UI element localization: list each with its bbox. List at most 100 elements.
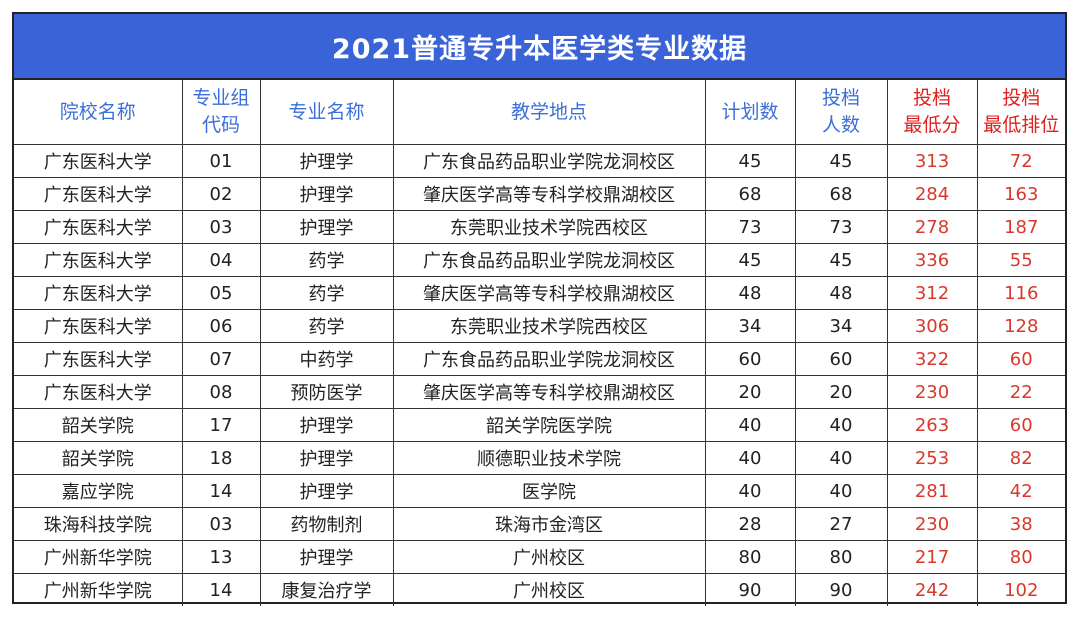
- table-row: 嘉应学院 14 护理学 医学院 40 40 281 42: [14, 474, 1065, 508]
- cell-min-score: 263: [886, 408, 978, 442]
- cell-teaching-location: 广东食品药品职业学院龙洞校区: [392, 144, 706, 178]
- cell-admitted-count: 45: [794, 144, 888, 178]
- cell-admitted-count: 40: [794, 408, 888, 442]
- table-row: 广东医科大学 04 药学 广东食品药品职业学院龙洞校区 45 45 336 55: [14, 243, 1065, 277]
- cell-plan-count: 45: [704, 144, 796, 178]
- cell-school-name: 广东医科大学: [14, 144, 183, 178]
- cell-plan-count: 40: [704, 441, 796, 475]
- cell-group-code: 08: [181, 375, 261, 409]
- cell-admitted-count: 20: [794, 375, 888, 409]
- data-sheet: 2021普通专升本医学类专业数据 院校名称 专业组 代码 专业名称 教学地点 计划…: [12, 12, 1067, 606]
- header-row: 院校名称 专业组 代码 专业名称 教学地点 计划数 投档 人数 投档 最低分 投档 最低…: [14, 80, 1065, 145]
- cell-school-name: 广东医科大学: [14, 177, 183, 211]
- cell-group-code: 17: [181, 408, 261, 442]
- cell-admitted-count: 27: [794, 507, 888, 541]
- cell-min-rank: 42: [976, 474, 1065, 508]
- cell-admitted-count: 48: [794, 276, 888, 310]
- cell-min-score: 230: [886, 375, 978, 409]
- cell-school-name: 广东医科大学: [14, 342, 183, 376]
- cell-group-code: 05: [181, 276, 261, 310]
- cell-teaching-location: 肇庆医学高等专科学校鼎湖校区: [392, 177, 706, 211]
- cell-min-rank: 55: [976, 243, 1065, 277]
- table-row: 广东医科大学 01 护理学 广东食品药品职业学院龙洞校区 45 45 313 72: [14, 144, 1065, 178]
- cell-teaching-location: 韶关学院医学院: [392, 408, 706, 442]
- table-row: 广东医科大学 08 预防医学 肇庆医学高等专科学校鼎湖校区 20 20 230 22: [14, 375, 1065, 409]
- cell-min-score: 230: [886, 507, 978, 541]
- table-row: 广东医科大学 05 药学 肇庆医学高等专科学校鼎湖校区 48 48 312 116: [14, 276, 1065, 310]
- table-row: 韶关学院 18 护理学 顺德职业技术学院 40 40 253 82: [14, 441, 1065, 475]
- cell-min-score: 253: [886, 441, 978, 475]
- cell-major-name: 护理学: [259, 441, 394, 475]
- cell-teaching-location: 广东食品药品职业学院龙洞校区: [392, 342, 706, 376]
- cell-min-score: 306: [886, 309, 978, 343]
- cell-group-code: 13: [181, 540, 261, 574]
- cell-major-name: 护理学: [259, 210, 394, 244]
- cell-group-code: 04: [181, 243, 261, 277]
- cell-group-code: 07: [181, 342, 261, 376]
- cell-school-name: 广州新华学院: [14, 540, 183, 574]
- cell-major-name: 康复治疗学: [259, 573, 394, 606]
- cell-min-score: 336: [886, 243, 978, 277]
- cell-major-name: 护理学: [259, 474, 394, 508]
- cell-school-name: 广东医科大学: [14, 243, 183, 277]
- table-row: 广州新华学院 13 护理学 广州校区 80 80 217 80: [14, 540, 1065, 574]
- cell-min-rank: 60: [976, 408, 1065, 442]
- cell-min-rank: 116: [976, 276, 1065, 310]
- header-min-rank: 投档 最低排位: [976, 80, 1065, 145]
- cell-min-rank: 82: [976, 441, 1065, 475]
- cell-admitted-count: 45: [794, 243, 888, 277]
- cell-min-rank: 80: [976, 540, 1065, 574]
- cell-teaching-location: 医学院: [392, 474, 706, 508]
- cell-min-rank: 60: [976, 342, 1065, 376]
- cell-admitted-count: 68: [794, 177, 888, 211]
- cell-plan-count: 48: [704, 276, 796, 310]
- table-row: 广州新华学院 14 康复治疗学 广州校区 90 90 242 102: [14, 573, 1065, 606]
- cell-min-score: 284: [886, 177, 978, 211]
- cell-plan-count: 68: [704, 177, 796, 211]
- cell-min-rank: 187: [976, 210, 1065, 244]
- cell-school-name: 韶关学院: [14, 441, 183, 475]
- data-table: 院校名称 专业组 代码 专业名称 教学地点 计划数 投档 人数 投档 最低分 投档 最低…: [14, 80, 1065, 606]
- cell-major-name: 药学: [259, 243, 394, 277]
- table-row: 广东医科大学 02 护理学 肇庆医学高等专科学校鼎湖校区 68 68 284 163: [14, 177, 1065, 211]
- cell-school-name: 广东医科大学: [14, 309, 183, 343]
- cell-major-name: 药物制剂: [259, 507, 394, 541]
- table-row: 广东医科大学 07 中药学 广东食品药品职业学院龙洞校区 60 60 322 60: [14, 342, 1065, 376]
- cell-min-rank: 128: [976, 309, 1065, 343]
- cell-group-code: 02: [181, 177, 261, 211]
- cell-admitted-count: 60: [794, 342, 888, 376]
- cell-min-rank: 38: [976, 507, 1065, 541]
- cell-school-name: 珠海科技学院: [14, 507, 183, 541]
- header-teaching-location: 教学地点: [392, 80, 706, 145]
- cell-plan-count: 34: [704, 309, 796, 343]
- cell-group-code: 03: [181, 210, 261, 244]
- cell-min-rank: 22: [976, 375, 1065, 409]
- cell-school-name: 广东医科大学: [14, 276, 183, 310]
- cell-school-name: 韶关学院: [14, 408, 183, 442]
- cell-plan-count: 80: [704, 540, 796, 574]
- cell-plan-count: 45: [704, 243, 796, 277]
- cell-group-code: 14: [181, 474, 261, 508]
- cell-plan-count: 20: [704, 375, 796, 409]
- cell-school-name: 广州新华学院: [14, 573, 183, 606]
- cell-admitted-count: 80: [794, 540, 888, 574]
- cell-min-score: 322: [886, 342, 978, 376]
- cell-group-code: 06: [181, 309, 261, 343]
- cell-admitted-count: 40: [794, 441, 888, 475]
- cell-min-rank: 102: [976, 573, 1065, 606]
- cell-group-code: 14: [181, 573, 261, 606]
- cell-plan-count: 28: [704, 507, 796, 541]
- header-group-code: 专业组 代码: [181, 80, 261, 145]
- cell-plan-count: 90: [704, 573, 796, 606]
- cell-teaching-location: 广东食品药品职业学院龙洞校区: [392, 243, 706, 277]
- cell-min-score: 278: [886, 210, 978, 244]
- cell-teaching-location: 珠海市金湾区: [392, 507, 706, 541]
- cell-school-name: 嘉应学院: [14, 474, 183, 508]
- cell-admitted-count: 90: [794, 573, 888, 606]
- cell-school-name: 广东医科大学: [14, 375, 183, 409]
- cell-admitted-count: 40: [794, 474, 888, 508]
- cell-major-name: 药学: [259, 276, 394, 310]
- cell-group-code: 01: [181, 144, 261, 178]
- cell-teaching-location: 肇庆医学高等专科学校鼎湖校区: [392, 276, 706, 310]
- cell-teaching-location: 东莞职业技术学院西校区: [392, 210, 706, 244]
